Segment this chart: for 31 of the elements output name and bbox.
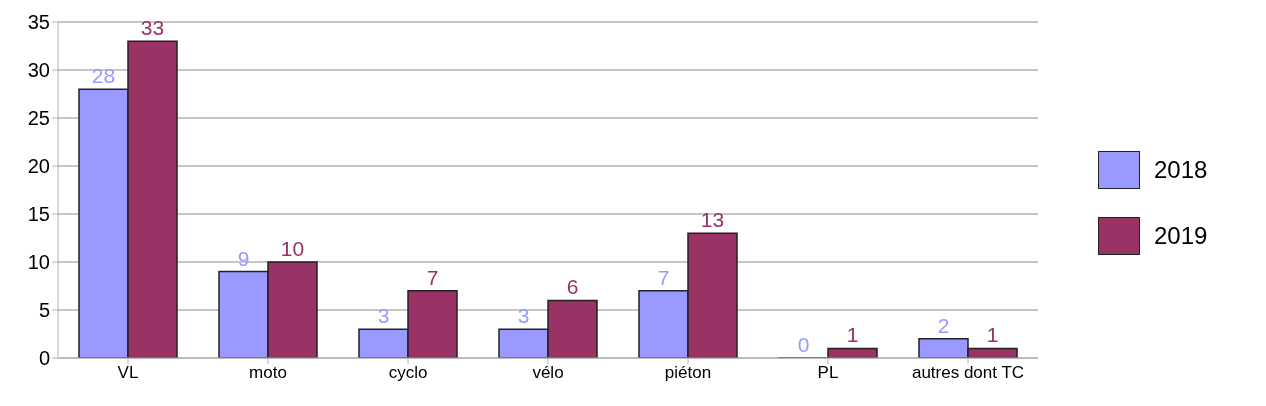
y-tick-label: 35 xyxy=(27,11,50,34)
x-tick-label: vélo xyxy=(532,363,564,383)
x-tick-label: moto xyxy=(249,363,287,383)
y-tick-label: 20 xyxy=(27,155,50,178)
data-label: 7 xyxy=(657,265,670,289)
y-tick-label: 10 xyxy=(27,251,50,274)
x-tick-label: autres dont TC xyxy=(911,363,1025,383)
data-label: 6 xyxy=(566,275,579,299)
data-label: 3 xyxy=(517,304,530,328)
y-tick-label: 0 xyxy=(38,347,50,370)
legend-label: 2018 xyxy=(1154,156,1208,184)
legend-label: 2019 xyxy=(1154,222,1208,250)
y-tick-label: 25 xyxy=(27,107,50,130)
data-label: 1 xyxy=(986,323,999,347)
x-tick-label: VL xyxy=(117,363,139,383)
data-label: 0 xyxy=(797,332,810,356)
y-tick-label: 15 xyxy=(27,203,50,226)
data-label: 33 xyxy=(140,16,165,40)
data-label: 2 xyxy=(937,313,950,337)
x-tick-label: piéton xyxy=(664,363,712,383)
data-label: 28 xyxy=(91,64,116,88)
data-label: 13 xyxy=(700,208,725,232)
x-tick-label: cyclo xyxy=(388,363,428,383)
data-label: 7 xyxy=(426,265,439,289)
data-label: 10 xyxy=(280,237,305,260)
y-tick-label: 30 xyxy=(27,59,50,82)
x-tick-label: PL xyxy=(817,363,839,383)
y-tick-label: 5 xyxy=(38,299,50,322)
data-label: 9 xyxy=(237,246,250,270)
data-label: 3 xyxy=(377,304,390,328)
data-label: 1 xyxy=(846,323,859,347)
